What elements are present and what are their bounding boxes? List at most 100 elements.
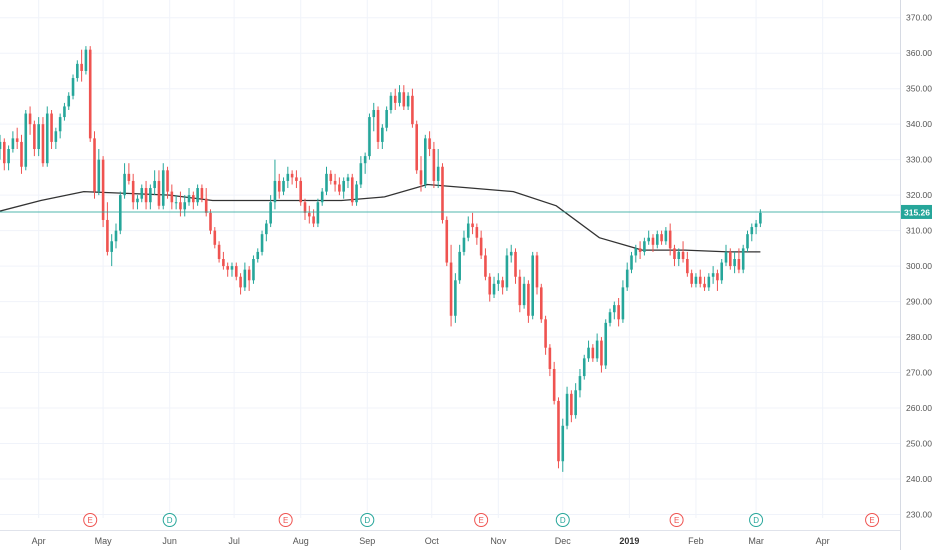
candle-body-up (244, 270, 247, 288)
candle-body-up (712, 273, 715, 277)
candle-body-up (149, 188, 152, 202)
candle-body-down (226, 266, 229, 270)
candle-body-down (536, 255, 539, 287)
candle-body-up (390, 96, 393, 110)
candle-body-down (158, 181, 161, 206)
candle-body-up (12, 138, 15, 149)
candle-body-up (437, 167, 440, 181)
candle-body-down (445, 220, 448, 263)
candle-body-down (295, 177, 298, 181)
earnings-marker[interactable]: E (475, 514, 488, 527)
candle-body-down (166, 170, 169, 191)
time-tick-label: Aug (293, 536, 309, 546)
candle-body-down (433, 149, 436, 181)
earnings-marker[interactable]: E (866, 514, 879, 527)
event-letter: D (560, 516, 566, 525)
candle-body-down (673, 248, 676, 259)
candle-body-down (415, 124, 418, 170)
candle-body-up (424, 138, 427, 184)
dividend-marker[interactable]: D (163, 514, 176, 527)
candle-body-up (256, 252, 259, 259)
candle-body-up (604, 323, 607, 366)
candle-body-up (274, 181, 277, 202)
earnings-marker[interactable]: E (84, 514, 97, 527)
candle-body-down (80, 64, 83, 71)
candle-body-up (140, 188, 143, 199)
candle-body-down (291, 174, 294, 178)
candle-body-up (742, 248, 745, 269)
candle-body-up (583, 358, 586, 376)
price-tick-label: 250.00 (906, 438, 932, 448)
candle-body-down (312, 216, 315, 223)
candle-body-up (360, 163, 363, 184)
time-tick-label: Oct (425, 536, 440, 546)
candle-body-up (188, 195, 191, 202)
candle-body-down (544, 319, 547, 347)
candle-body-up (510, 252, 513, 256)
candle-body-down (699, 277, 702, 284)
earnings-marker[interactable]: E (279, 514, 292, 527)
time-tick-label: Apr (816, 536, 830, 546)
candle-body-down (682, 252, 685, 259)
time-tick-label: Jul (228, 536, 240, 546)
price-tick-label: 350.00 (906, 84, 932, 94)
candle-body-up (98, 160, 101, 192)
candle-body-down (42, 124, 45, 163)
candle-body-down (501, 280, 504, 287)
candle-body-down (660, 234, 663, 241)
time-tick-label: Jun (162, 536, 177, 546)
candle-body-up (665, 231, 668, 242)
candle-body-down (329, 174, 332, 181)
candle-body-down (171, 192, 174, 203)
candle-body-up (566, 394, 569, 426)
event-letter: E (478, 516, 483, 525)
dividend-marker[interactable]: D (361, 514, 374, 527)
candle-body-down (50, 114, 53, 142)
event-letter: D (753, 516, 759, 525)
candle-body-up (372, 110, 375, 117)
candle-body-down (338, 184, 341, 191)
candle-body-down (738, 259, 741, 270)
earnings-marker[interactable]: E (670, 514, 683, 527)
candle-body-down (450, 263, 453, 316)
candle-body-down (703, 284, 706, 288)
candle-body-up (265, 224, 268, 235)
candle-body-up (587, 348, 590, 359)
price-tick-label: 340.00 (906, 119, 932, 129)
candle-body-up (579, 376, 582, 390)
candle-body-down (128, 174, 131, 181)
candle-body-up (321, 192, 324, 203)
dividend-marker[interactable]: D (750, 514, 763, 527)
candle-body-down (484, 255, 487, 276)
candle-body-down (29, 114, 32, 125)
price-axis[interactable]: 230.00240.00250.00260.00270.00280.00290.… (901, 0, 932, 550)
candle-body-down (652, 238, 655, 245)
candle-body-up (398, 92, 401, 103)
time-tick-label: Feb (688, 536, 704, 546)
price-tick-label: 330.00 (906, 155, 932, 165)
price-tick-label: 240.00 (906, 474, 932, 484)
event-letter: E (674, 516, 679, 525)
candle-body-up (231, 266, 234, 270)
candle-body-up (626, 270, 629, 288)
candle-body-down (428, 138, 431, 149)
candle-body-down (686, 259, 689, 273)
candle-body-up (643, 241, 646, 252)
candle-body-down (205, 199, 208, 213)
price-tick-label: 280.00 (906, 332, 932, 342)
candle-body-up (407, 96, 410, 107)
dividend-marker[interactable]: D (556, 514, 569, 527)
candle-body-down (519, 277, 522, 305)
candle-body-up (55, 131, 58, 142)
candle-body-up (493, 284, 496, 295)
candle-body-up (123, 174, 126, 195)
candle-body-up (59, 117, 62, 131)
candle-body-down (218, 245, 221, 259)
candle-body-down (377, 110, 380, 142)
candle-body-up (261, 234, 264, 252)
candle-body-down (540, 287, 543, 319)
candle-body-down (411, 96, 414, 124)
candle-body-up (325, 174, 328, 192)
